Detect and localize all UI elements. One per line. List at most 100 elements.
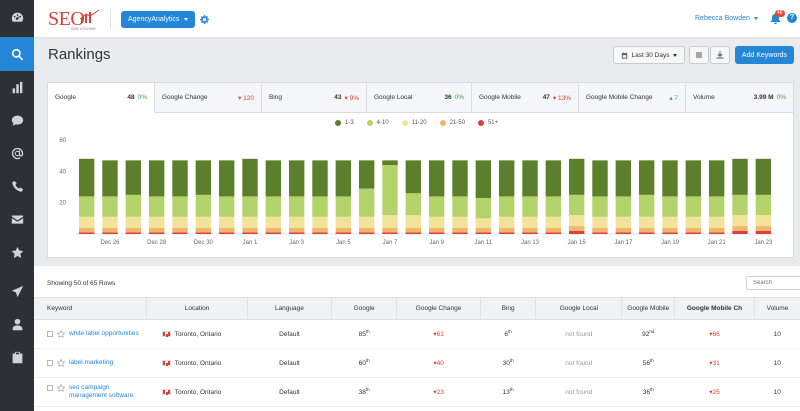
bar-segment-11-20[interactable] <box>288 216 305 228</box>
bar-segment-11-20[interactable] <box>125 216 142 228</box>
bar-segment-1-3[interactable] <box>685 160 702 197</box>
column-header[interactable]: Keyword <box>34 297 148 320</box>
bar-segment-4-10[interactable] <box>428 196 445 217</box>
bar-segment-1-3[interactable] <box>242 158 258 197</box>
sidebar-item-email[interactable] <box>0 202 34 236</box>
bar-segment-21-50[interactable] <box>335 227 352 233</box>
settings-button[interactable] <box>689 46 709 64</box>
bar-segment-51+[interactable] <box>172 232 188 234</box>
bar-segment-21-50[interactable] <box>592 227 608 233</box>
bar-segment-4-10[interactable] <box>568 194 585 216</box>
bar-segment-11-20[interactable] <box>358 216 375 228</box>
bar-segment-4-10[interactable] <box>638 194 655 217</box>
tab-google-mobile-change[interactable]: Google Mobile Change ▴ 7 <box>579 83 686 113</box>
bar-segment-11-20[interactable] <box>242 216 258 228</box>
column-header[interactable]: Google <box>331 297 398 320</box>
bar-segment-11-20[interactable] <box>545 216 562 228</box>
bar-segment-51+[interactable] <box>148 232 165 234</box>
bar-segment-51+[interactable] <box>242 232 258 234</box>
keyword-link[interactable]: white label opportunities <box>69 330 139 337</box>
sidebar-item-rankings[interactable] <box>0 37 34 71</box>
bar-segment-51+[interactable] <box>358 232 375 234</box>
bar-segment-1-3[interactable] <box>405 160 422 194</box>
download-button[interactable] <box>710 46 730 64</box>
bar-segment-11-20[interactable] <box>102 216 118 228</box>
bar-segment-21-50[interactable] <box>125 227 142 233</box>
bar-segment-1-3[interactable] <box>335 160 352 197</box>
search-input[interactable] <box>746 276 800 290</box>
bar-segment-4-10[interactable] <box>592 196 608 217</box>
bar-segment-4-10[interactable] <box>195 194 212 217</box>
bar-segment-1-3[interactable] <box>615 160 632 197</box>
tab-google-change[interactable]: Google Change ▾ 120 <box>155 83 262 113</box>
bar-segment-51+[interactable] <box>335 232 352 234</box>
bar-segment-21-50[interactable] <box>428 227 445 233</box>
bar-segment-51+[interactable] <box>522 232 538 234</box>
column-header[interactable]: Location <box>146 297 248 320</box>
bar-segment-11-20[interactable] <box>78 216 95 228</box>
bar-segment-1-3[interactable] <box>265 160 282 197</box>
bar-segment-51+[interactable] <box>545 232 562 234</box>
row-checkbox[interactable] <box>47 360 53 366</box>
bar-segment-21-50[interactable] <box>452 227 468 233</box>
bar-segment-11-20[interactable] <box>708 216 725 228</box>
bar-segment-1-3[interactable] <box>382 160 398 166</box>
bar-segment-21-50[interactable] <box>615 227 632 233</box>
column-header[interactable]: Google Change <box>396 297 481 320</box>
bar-segment-11-20[interactable] <box>522 216 538 228</box>
bar-segment-21-50[interactable] <box>498 227 515 233</box>
column-header[interactable]: Language <box>247 297 332 320</box>
bar-segment-21-50[interactable] <box>148 227 165 233</box>
bar-segment-21-50[interactable] <box>195 227 212 233</box>
bar-segment-11-20[interactable] <box>148 216 165 228</box>
legend-item[interactable]: 4-10 <box>366 120 389 126</box>
tab-google-mobile[interactable]: Google Mobile 47 ▾ 13% <box>472 83 579 113</box>
bar-segment-51+[interactable] <box>218 232 235 234</box>
bar-segment-51+[interactable] <box>638 232 655 234</box>
bar-segment-51+[interactable] <box>78 232 95 234</box>
bar-segment-4-10[interactable] <box>172 196 188 217</box>
bar-segment-51+[interactable] <box>102 232 118 234</box>
column-header[interactable]: Google Mobile <box>621 297 676 320</box>
bar-segment-21-50[interactable] <box>382 227 398 233</box>
column-header[interactable]: Google Local <box>535 297 623 320</box>
bar-segment-1-3[interactable] <box>102 160 118 197</box>
bar-segment-11-20[interactable] <box>662 216 678 228</box>
bar-segment-4-10[interactable] <box>288 196 305 217</box>
bar-segment-21-50[interactable] <box>265 227 282 233</box>
bar-segment-21-50[interactable] <box>545 227 562 233</box>
star-icon[interactable] <box>57 330 65 338</box>
bar-segment-21-50[interactable] <box>638 227 655 233</box>
bar-segment-4-10[interactable] <box>662 196 678 217</box>
sidebar-item-analytics[interactable] <box>0 70 34 104</box>
bar-segment-21-50[interactable] <box>218 227 235 233</box>
tab-google-local[interactable]: Google Local 36 0% <box>367 83 472 113</box>
bar-segment-1-3[interactable] <box>288 160 305 197</box>
bar-segment-1-3[interactable] <box>732 158 748 195</box>
bar-segment-51+[interactable] <box>592 232 608 234</box>
bar-segment-11-20[interactable] <box>732 215 748 227</box>
bar-segment-4-10[interactable] <box>405 193 422 216</box>
bar-segment-51+[interactable] <box>265 232 282 234</box>
sidebar-item-reviews[interactable] <box>0 235 34 269</box>
bar-segment-4-10[interactable] <box>452 196 468 217</box>
bar-segment-4-10[interactable] <box>265 196 282 217</box>
bar-segment-1-3[interactable] <box>708 160 725 197</box>
column-header[interactable]: Bing <box>480 297 537 320</box>
bar-segment-4-10[interactable] <box>335 196 352 217</box>
bar-segment-4-10[interactable] <box>685 196 702 217</box>
bar-segment-4-10[interactable] <box>708 196 725 217</box>
bar-segment-1-3[interactable] <box>218 160 235 197</box>
bar-segment-1-3[interactable] <box>755 158 772 195</box>
bar-segment-4-10[interactable] <box>148 196 165 217</box>
bar-segment-11-20[interactable] <box>452 216 468 228</box>
bar-segment-21-50[interactable] <box>288 227 305 233</box>
bar-segment-4-10[interactable] <box>498 196 515 217</box>
bar-segment-11-20[interactable] <box>568 215 585 227</box>
bar-segment-1-3[interactable] <box>498 160 515 197</box>
bar-segment-51+[interactable] <box>288 232 305 234</box>
bar-segment-11-20[interactable] <box>498 216 515 228</box>
date-range-button[interactable]: Last 30 Days <box>613 46 685 64</box>
tab-google[interactable]: Google 48 0% <box>48 83 155 113</box>
column-header[interactable]: Volume <box>754 297 800 320</box>
